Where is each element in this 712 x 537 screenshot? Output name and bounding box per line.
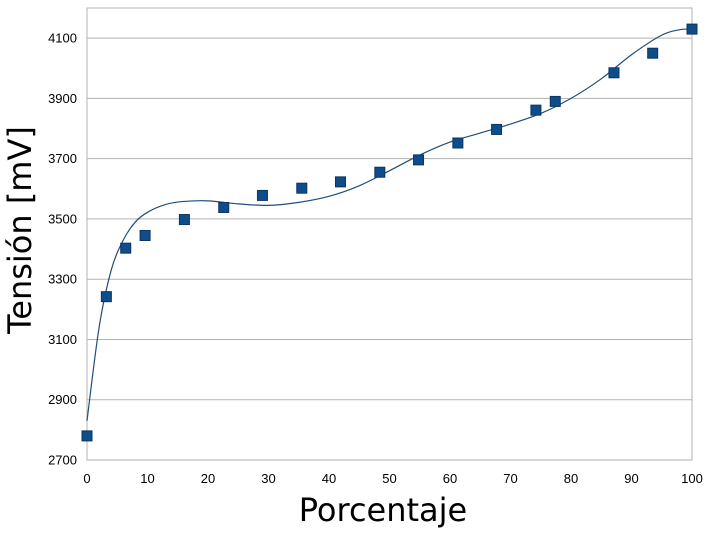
data-point [549, 95, 561, 107]
y-tick-labels: 2700 2900 3100 3300 3500 3700 3900 4100 [48, 31, 77, 468]
x-tick-label: 60 [443, 471, 457, 486]
y-tick-label: 2900 [48, 392, 77, 407]
y-tick-label: 3700 [48, 151, 77, 166]
x-tick-label: 50 [382, 471, 396, 486]
x-tick-label: 70 [503, 471, 517, 486]
x-tick-label: 30 [261, 471, 275, 486]
x-tick-label: 0 [83, 471, 90, 486]
data-point [452, 137, 464, 149]
data-point [100, 291, 112, 303]
plot-border [86, 7, 693, 461]
x-axis-title: Porcentaje [299, 491, 467, 529]
data-point [334, 176, 346, 188]
data-point [256, 189, 268, 201]
y-tick-label: 3100 [48, 332, 77, 347]
x-tick-label: 90 [624, 471, 638, 486]
x-tick-label: 40 [322, 471, 336, 486]
y-tick-label: 3500 [48, 211, 77, 226]
data-point [296, 182, 308, 194]
grid [86, 7, 693, 461]
data-point [139, 230, 151, 242]
x-tick-labels: 0 10 20 30 40 50 60 70 80 90 100 [83, 471, 702, 486]
y-axis-title: Tensión [mV] [1, 126, 39, 335]
data-point [608, 67, 620, 79]
trend-line [86, 28, 693, 421]
x-tick-label: 80 [564, 471, 578, 486]
data-point [374, 166, 386, 178]
data-point [178, 214, 190, 226]
data-point [647, 47, 659, 59]
data-point [686, 23, 698, 35]
y-tick-label: 3300 [48, 272, 77, 287]
data-point [120, 242, 132, 254]
data-point [530, 104, 542, 116]
x-tick-label: 20 [201, 471, 215, 486]
data-point [218, 201, 230, 213]
x-tick-label: 10 [140, 471, 154, 486]
data-point [491, 123, 503, 135]
y-tick-label: 4100 [48, 31, 77, 46]
data-point [413, 154, 425, 166]
data-point [81, 430, 93, 442]
x-tick-label: 100 [681, 471, 703, 486]
y-tick-label: 2700 [48, 453, 77, 468]
y-tick-label: 3900 [48, 91, 77, 106]
data-points [81, 23, 698, 442]
